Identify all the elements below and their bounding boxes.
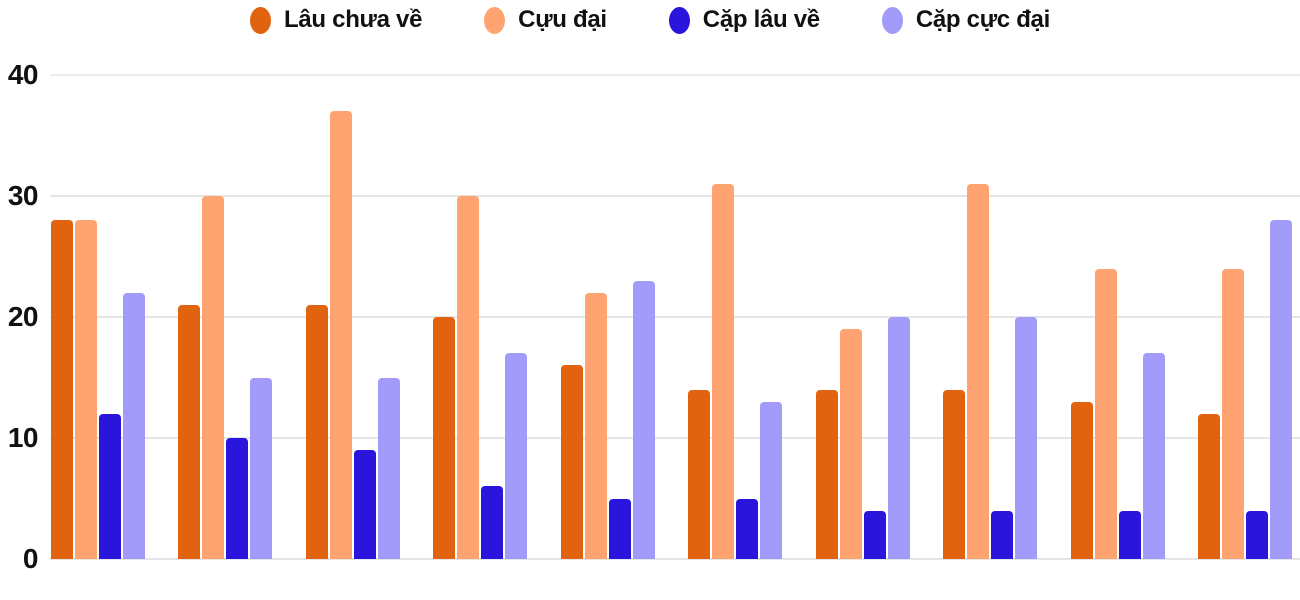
bar-series-1[interactable] bbox=[815, 389, 838, 559]
gridline-y-20 bbox=[50, 316, 1300, 318]
y-axis-tick-label: 30 bbox=[7, 180, 39, 211]
bar-series-2[interactable] bbox=[1094, 268, 1117, 559]
legend-item-series-2[interactable]: Cựu đại bbox=[484, 6, 607, 34]
bar-series-4[interactable] bbox=[632, 280, 655, 559]
bar-series-2[interactable] bbox=[329, 111, 352, 559]
bar-series-4[interactable] bbox=[760, 401, 783, 559]
bar-series-4[interactable] bbox=[1015, 317, 1038, 559]
bar-series-2[interactable] bbox=[967, 183, 990, 559]
bar-series-4[interactable] bbox=[250, 377, 273, 559]
bar-series-4[interactable] bbox=[123, 292, 145, 559]
legend-item-series-4[interactable]: Cặp cực đại bbox=[881, 6, 1050, 34]
bar-series-1[interactable] bbox=[51, 220, 73, 559]
legend-label: Cựu đại bbox=[518, 6, 607, 33]
bar-series-3[interactable] bbox=[863, 510, 886, 559]
bar-series-2[interactable] bbox=[1221, 268, 1244, 559]
legend-series-color-icon bbox=[484, 6, 506, 34]
bar-series-3[interactable] bbox=[1245, 510, 1268, 559]
legend-item-series-1[interactable]: Lâu chưa về bbox=[250, 6, 422, 34]
y-axis-tick-label: 20 bbox=[7, 301, 39, 332]
gridline-y-40 bbox=[50, 74, 1300, 76]
bar-series-3[interactable] bbox=[608, 498, 631, 559]
bar-series-2[interactable] bbox=[202, 196, 225, 559]
bar-series-1[interactable] bbox=[560, 365, 583, 559]
bar-group-7 bbox=[815, 75, 910, 559]
bar-series-3[interactable] bbox=[99, 413, 121, 559]
legend: Lâu chưa về Cựu đại Cặp lâu về Cặp cực đại bbox=[0, 6, 1300, 34]
bar-group-8 bbox=[943, 75, 1038, 559]
legend-series-color-icon bbox=[881, 6, 903, 34]
y-axis-tick-label: 0 bbox=[22, 543, 39, 574]
bar-series-3[interactable] bbox=[353, 450, 376, 559]
bar-series-4[interactable] bbox=[505, 353, 528, 559]
bar-series-1[interactable] bbox=[305, 304, 328, 559]
plot-area bbox=[50, 74, 1300, 560]
gridline-y-10 bbox=[50, 437, 1300, 439]
bar-group-9 bbox=[1070, 75, 1165, 559]
bar-series-1[interactable] bbox=[943, 389, 966, 559]
bar-series-4[interactable] bbox=[377, 377, 400, 559]
legend-label: Lâu chưa về bbox=[284, 6, 423, 33]
bar-series-4[interactable] bbox=[1142, 353, 1165, 559]
bar-series-1[interactable] bbox=[688, 389, 711, 559]
bar-series-3[interactable] bbox=[226, 438, 249, 559]
bar-series-1[interactable] bbox=[1070, 401, 1093, 559]
bar-series-2[interactable] bbox=[75, 220, 97, 559]
bar-group-5 bbox=[560, 75, 655, 559]
bar-group-10 bbox=[1197, 75, 1292, 559]
bar-series-3[interactable] bbox=[991, 510, 1014, 559]
bar-series-4[interactable] bbox=[1269, 220, 1292, 559]
bar-series-2[interactable] bbox=[839, 329, 862, 559]
legend-series-color-icon bbox=[668, 6, 690, 34]
bar-series-2[interactable] bbox=[584, 292, 607, 559]
y-axis-tick-label: 40 bbox=[7, 59, 39, 90]
bar-series-4[interactable] bbox=[887, 317, 910, 559]
bar-series-3[interactable] bbox=[736, 498, 759, 559]
bar-group-2 bbox=[178, 75, 273, 559]
bar-series-1[interactable] bbox=[433, 317, 456, 559]
legend-item-series-3[interactable]: Cặp lâu về bbox=[668, 6, 820, 34]
bar-group-3 bbox=[305, 75, 400, 559]
bar-group-1 bbox=[51, 75, 145, 559]
legend-label: Cặp lâu về bbox=[702, 6, 820, 33]
legend-label: Cặp cực đại bbox=[915, 6, 1050, 33]
bar-group-6 bbox=[688, 75, 783, 559]
legend-series-color-icon bbox=[250, 6, 272, 34]
y-axis-tick-label: 10 bbox=[7, 422, 39, 453]
bar-series-3[interactable] bbox=[481, 486, 504, 559]
bar-series-1[interactable] bbox=[178, 304, 201, 559]
bar-series-2[interactable] bbox=[712, 183, 735, 559]
bar-series-2[interactable] bbox=[457, 196, 480, 559]
bar-group-4 bbox=[433, 75, 528, 559]
gridline-y-30 bbox=[50, 195, 1300, 197]
bar-series-1[interactable] bbox=[1197, 413, 1220, 559]
bar-series-3[interactable] bbox=[1118, 510, 1141, 559]
bar-groups-row bbox=[51, 75, 1292, 559]
gridline-y-0 bbox=[50, 558, 1300, 560]
